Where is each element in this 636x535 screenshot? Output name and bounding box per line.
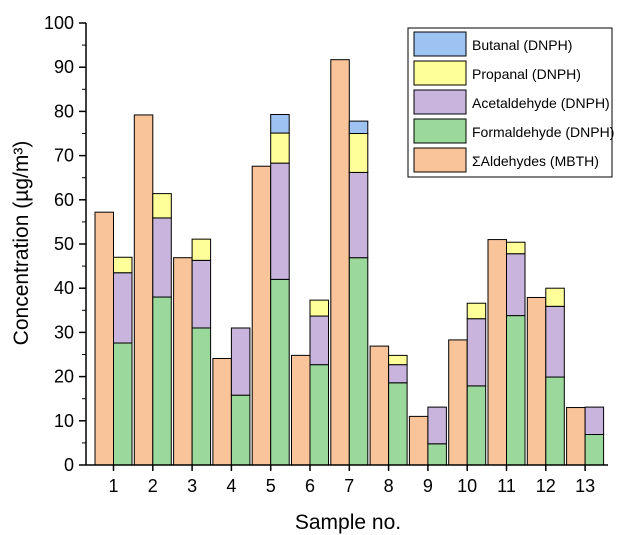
x-tick-label: 5 <box>266 476 276 496</box>
bar-dnph-segment-1-sample-4 <box>230 394 251 466</box>
x-tick-label: 12 <box>536 476 556 496</box>
bar-dnph-segment-1-sample-1 <box>113 342 133 466</box>
bar-mbth-segment-0-sample-4 <box>212 357 232 466</box>
bar-dnph-segment-1-sample-5 <box>270 278 290 466</box>
bar-mbth-segment-0-sample-2 <box>133 114 154 466</box>
bar-dnph-segment-3-sample-12 <box>545 287 565 307</box>
y-axis-title: Concentration (µg/m³) <box>10 141 33 346</box>
bar-dnph-segment-2-sample-3 <box>191 259 212 329</box>
bar-dnph-segment-3-sample-6 <box>309 299 329 317</box>
x-tick-label: 9 <box>423 476 433 496</box>
bar-mbth-segment-0-sample-6 <box>291 354 311 466</box>
bar-dnph-segment-3-sample-11 <box>506 241 526 255</box>
bar-dnph-segment-1-sample-3 <box>191 327 212 466</box>
bar-dnph-segment-3-sample-10 <box>466 302 487 320</box>
bar-dnph-segment-3-sample-1 <box>113 256 133 274</box>
legend: Butanal (DNPH) Propanal (DNPH) Acetaldehyd… <box>407 27 614 178</box>
x-tick-label: 6 <box>305 476 315 496</box>
legend-label: Propanal (DNPH) <box>472 66 581 82</box>
legend-swatch <box>413 60 467 86</box>
y-tick-label: 50 <box>54 234 74 254</box>
y-tick-label: 20 <box>54 367 74 387</box>
bars-layer <box>94 59 605 466</box>
bar-dnph-segment-2-sample-7 <box>348 171 369 259</box>
bar-dnph-segment-1-sample-6 <box>309 364 329 466</box>
bar-mbth-segment-0-sample-8 <box>369 345 390 466</box>
bar-mbth-segment-0-sample-13 <box>566 407 586 466</box>
bar-mbth-segment-0-sample-7 <box>330 59 350 466</box>
bar-mbth-segment-0-sample-9 <box>408 415 429 466</box>
bar-dnph-segment-2-sample-6 <box>309 315 329 366</box>
bar-dnph-segment-2-sample-11 <box>506 253 526 317</box>
x-tick-label: 2 <box>148 476 158 496</box>
y-tick-label: 0 <box>64 455 74 475</box>
bar-dnph-segment-1-sample-7 <box>348 257 369 466</box>
bar-dnph-segment-2-sample-10 <box>466 318 487 387</box>
x-tick-label: 8 <box>384 476 394 496</box>
x-tick-label: 11 <box>497 476 516 496</box>
bar-dnph-segment-2-sample-5 <box>270 162 290 280</box>
y-tick-label: 70 <box>54 146 74 166</box>
y-tick-label: 30 <box>54 322 74 342</box>
legend-label: Butanal (DNPH) <box>472 37 572 53</box>
bar-dnph-segment-1-sample-11 <box>506 315 526 466</box>
bar-dnph-segment-3-sample-3 <box>191 238 212 261</box>
x-tick-label: 7 <box>344 476 354 496</box>
y-tick-label: 40 <box>54 278 74 298</box>
bar-dnph-segment-2-sample-12 <box>545 305 565 378</box>
bar-mbth-segment-0-sample-3 <box>173 257 193 466</box>
bar-dnph-segment-1-sample-2 <box>152 296 172 466</box>
x-tick-label: 4 <box>226 476 236 496</box>
bar-dnph-segment-4-sample-5 <box>270 113 290 134</box>
bar-dnph-segment-2-sample-8 <box>388 364 408 384</box>
x-tick-label: 1 <box>108 476 118 496</box>
x-tick-label: 13 <box>575 476 595 496</box>
bar-dnph-segment-1-sample-12 <box>545 376 565 466</box>
bar-dnph-segment-4-sample-7 <box>348 120 369 135</box>
legend-swatch <box>413 147 467 173</box>
bar-dnph-segment-3-sample-2 <box>152 193 172 219</box>
y-tick-label: 80 <box>54 101 74 121</box>
legend-label: ΣAldehydes (MBTH) <box>472 153 599 169</box>
bar-dnph-segment-3-sample-8 <box>388 354 408 366</box>
y-tick-label: 90 <box>54 57 74 77</box>
bar-dnph-segment-2-sample-9 <box>427 406 447 445</box>
legend-swatch <box>413 89 467 115</box>
bar-dnph-segment-1-sample-8 <box>388 382 408 466</box>
bar-mbth-segment-0-sample-12 <box>526 296 547 466</box>
bar-mbth-segment-0-sample-10 <box>448 339 468 466</box>
y-tick-label: 60 <box>54 190 74 210</box>
legend-label: Acetaldehyde (DNPH) <box>472 95 610 111</box>
bar-dnph-segment-3-sample-7 <box>348 133 369 173</box>
x-tick-label: 10 <box>457 476 477 496</box>
bar-mbth-segment-0-sample-11 <box>487 239 507 466</box>
x-tick-label: 3 <box>187 476 197 496</box>
bar-dnph-segment-2-sample-1 <box>113 272 133 344</box>
legend-swatch <box>413 31 467 57</box>
bar-mbth-segment-0-sample-1 <box>94 211 114 466</box>
bar-dnph-segment-1-sample-10 <box>466 385 487 466</box>
bar-dnph-segment-1-sample-9 <box>427 443 447 466</box>
bar-dnph-segment-2-sample-13 <box>584 406 605 436</box>
bar-dnph-segment-2-sample-4 <box>230 327 251 396</box>
bar-dnph-segment-3-sample-5 <box>270 132 290 164</box>
legend-label: Formaldehyde (DNPH) <box>472 124 614 140</box>
legend-swatch <box>413 118 467 144</box>
y-tick-label: 100 <box>44 13 74 33</box>
bar-dnph-segment-2-sample-2 <box>152 217 172 298</box>
bar-dnph-segment-1-sample-13 <box>584 434 605 466</box>
x-axis-title: Sample no. <box>295 511 401 534</box>
bar-mbth-segment-0-sample-5 <box>251 165 272 466</box>
y-tick-label: 10 <box>54 411 74 431</box>
